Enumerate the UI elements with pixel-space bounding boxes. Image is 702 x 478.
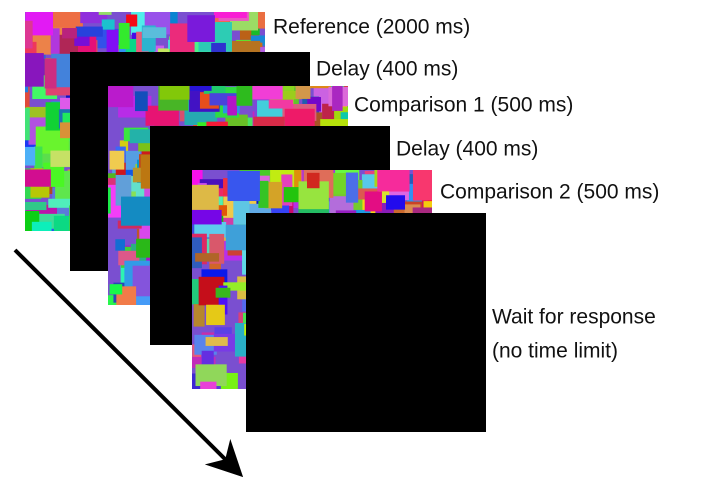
mosaic-tile	[378, 191, 390, 203]
mosaic-tile	[74, 36, 90, 46]
mosaic-tile	[412, 170, 432, 201]
mosaic-tile	[25, 107, 30, 141]
mosaic-tile	[25, 84, 30, 115]
mosaic-tile	[192, 279, 204, 305]
mosaic-tile	[62, 28, 77, 39]
mosaic-tile	[194, 221, 227, 238]
black-screen	[246, 213, 486, 432]
mosaic-tile	[48, 198, 76, 208]
mosaic-tile	[192, 184, 219, 212]
mosaic-tile	[332, 86, 343, 111]
mosaic-tile	[218, 285, 228, 315]
mosaic-tile	[80, 12, 108, 24]
mosaic-tile	[192, 170, 203, 188]
mosaic-tile	[115, 239, 125, 251]
panel-label: Reference (2000 ms)	[273, 16, 470, 39]
mosaic-tile	[98, 12, 112, 15]
panel-label: Delay (400 ms)	[396, 138, 538, 161]
mosaic-tile	[121, 196, 152, 226]
mosaic-tile	[193, 304, 205, 327]
mosaic-tile	[345, 172, 359, 203]
panel-label: (no time limit)	[492, 340, 618, 363]
mosaic-tile	[423, 201, 432, 212]
mosaic-tile	[377, 170, 410, 192]
mosaic-tile	[234, 323, 247, 357]
mosaic-tile	[101, 19, 115, 30]
mosaic-tile	[195, 364, 227, 387]
mosaic-tile	[44, 58, 57, 89]
mosaic-tile	[109, 150, 125, 170]
blank-panel: Wait for response (no time limit)	[246, 213, 656, 432]
mosaic-tile	[200, 381, 217, 389]
mosaic-tile	[211, 42, 226, 54]
mosaic-tile	[203, 86, 226, 94]
panel-label: Delay (400 ms)	[316, 58, 458, 81]
mosaic-tile	[268, 99, 294, 109]
mosaic-tile	[223, 282, 256, 291]
mosaic-tile	[25, 41, 37, 58]
mosaic-tile	[159, 86, 190, 100]
panel-label: Comparison 1 (500 ms)	[354, 94, 573, 117]
mosaic-tile	[192, 209, 222, 225]
mosaic-tile	[213, 12, 247, 18]
panel-label: Wait for response	[492, 306, 656, 329]
mosaic-tile	[258, 180, 269, 208]
mosaic-tile	[134, 91, 148, 112]
mosaic-tile	[118, 22, 130, 49]
mosaic-tile	[189, 86, 212, 91]
mosaic-tile	[264, 181, 283, 209]
mosaic-tile	[109, 284, 123, 295]
mosaic-tile	[108, 187, 111, 214]
mosaic-tile	[236, 86, 253, 106]
mosaic-tile	[195, 253, 220, 262]
mosaic-tile	[34, 146, 43, 175]
time-arrow	[13, 248, 244, 478]
mosaic-tile	[50, 28, 60, 54]
mosaic-tile	[115, 154, 126, 186]
mosaic-tile	[145, 105, 179, 126]
mosaic-tile	[25, 201, 47, 211]
mosaic-tile	[233, 197, 250, 225]
mosaic-tile	[126, 14, 138, 27]
mosaic-tile	[25, 20, 33, 49]
mosaic-tile	[106, 29, 119, 60]
mosaic-tile	[205, 337, 228, 346]
mosaic-tile	[25, 53, 44, 87]
mosaic-tile	[199, 179, 232, 189]
mosaic-tile	[25, 146, 36, 166]
mosaic-tile	[386, 195, 406, 210]
mosaic-tile	[295, 86, 311, 99]
mosaic-tile	[284, 108, 315, 128]
mosaic-tile	[206, 304, 225, 326]
mosaic-tile	[142, 27, 167, 39]
mosaic-tile	[108, 86, 134, 108]
mosaic-tile	[62, 112, 74, 127]
mosaic-tile	[25, 169, 51, 187]
mosaic-tile	[306, 172, 320, 189]
mosaic-tile	[56, 12, 73, 14]
mosaic-tile	[364, 191, 382, 212]
mosaic-tile	[274, 90, 301, 100]
mosaic-tile	[31, 221, 52, 231]
mosaic-tile	[187, 15, 215, 42]
mosaic-tile	[250, 35, 265, 46]
panel-label: Comparison 2 (500 ms)	[440, 181, 659, 204]
mosaic-tile	[227, 170, 260, 202]
mosaic-tile	[192, 237, 202, 269]
panels: Reference (2000 ms) Delay (400 ms) Compari…	[25, 4, 659, 432]
mosaic-tile	[236, 4, 260, 12]
mosaic-tile	[215, 287, 231, 298]
mosaic-tile	[129, 129, 156, 144]
mosaic-tile	[299, 86, 331, 89]
mosaic-tile	[227, 96, 238, 116]
mosaic-tile	[75, 26, 103, 37]
mosaic-tile	[250, 86, 283, 100]
